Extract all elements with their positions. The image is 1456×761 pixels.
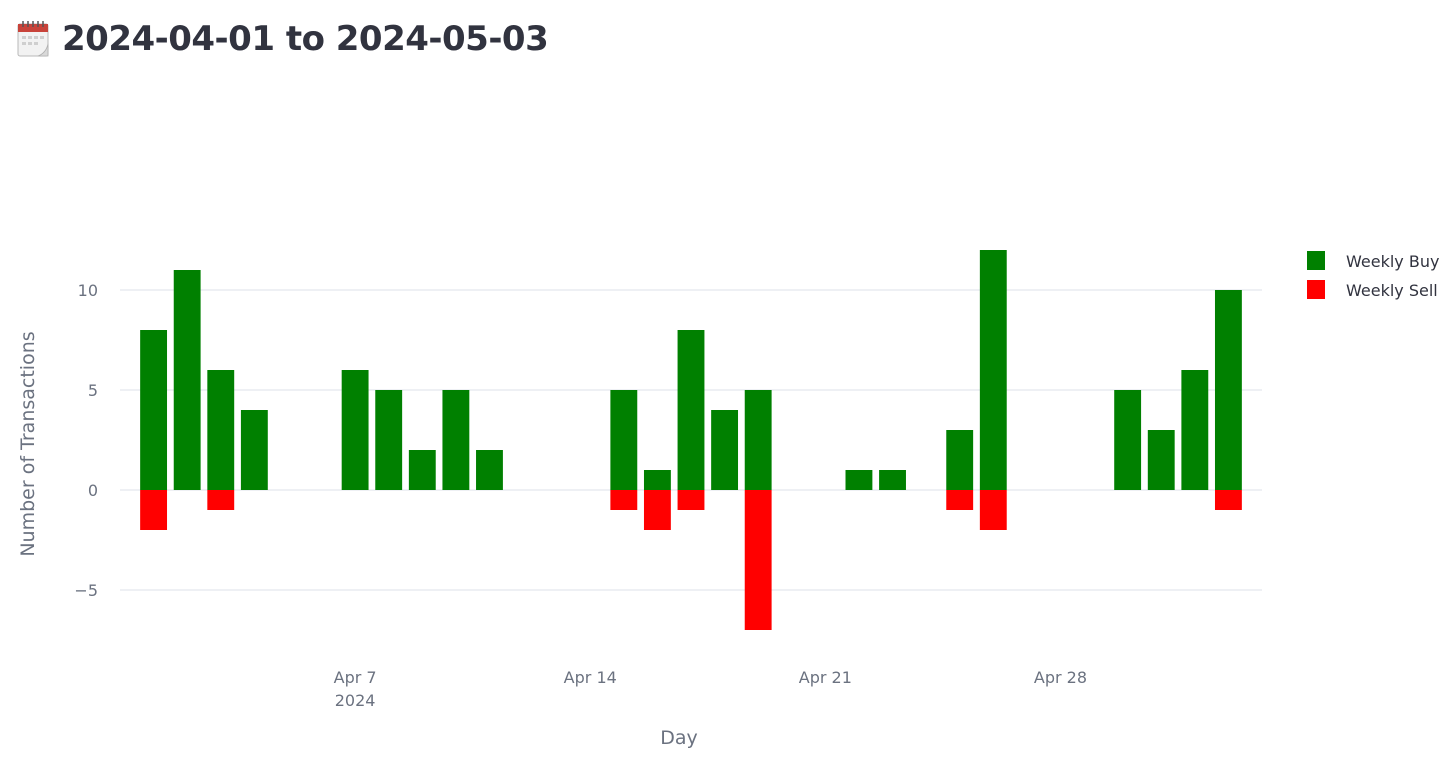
series-sell bbox=[140, 490, 1242, 630]
bar-sell-2024-04-19[interactable] bbox=[744, 490, 772, 630]
bar-sell-2024-05-03[interactable] bbox=[1214, 490, 1242, 510]
x-tick-label: Apr 7 bbox=[334, 668, 377, 687]
y-tick-label: −5 bbox=[74, 581, 98, 600]
bars bbox=[140, 250, 1242, 630]
bar-buy-2024-04-17[interactable] bbox=[677, 330, 705, 490]
bar-buy-2024-04-22[interactable] bbox=[845, 470, 873, 490]
bar-buy-2024-04-02[interactable] bbox=[173, 270, 201, 490]
bar-buy-2024-04-16[interactable] bbox=[643, 470, 671, 490]
bar-sell-2024-04-03[interactable] bbox=[207, 490, 235, 510]
x-axis-title: Day bbox=[660, 727, 698, 749]
bar-buy-2024-04-01[interactable] bbox=[140, 330, 168, 490]
x-tick-label: Apr 14 bbox=[564, 668, 617, 687]
page-header: 2024-04-01 to 2024-05-03 bbox=[16, 14, 549, 64]
y-tick-label: 10 bbox=[78, 281, 98, 300]
y-tick-label: 0 bbox=[88, 481, 98, 500]
bar-sell-2024-04-15[interactable] bbox=[610, 490, 638, 510]
x-tick-labels: Apr 7 2024 Apr 14 Apr 21 Apr 28 bbox=[334, 668, 1087, 710]
bar-buy-2024-04-30[interactable] bbox=[1114, 390, 1142, 490]
x-tick-label: Apr 21 bbox=[799, 668, 852, 687]
legend-swatch bbox=[1307, 251, 1325, 270]
legend-label: Weekly Buy bbox=[1346, 252, 1439, 271]
legend-item-weekly-buy[interactable]: Weekly Buy bbox=[1307, 251, 1439, 271]
bar-buy-2024-05-01[interactable] bbox=[1147, 430, 1175, 490]
bar-buy-2024-04-04[interactable] bbox=[240, 410, 268, 490]
y-axis-title: Number of Transactions bbox=[17, 331, 39, 556]
bar-buy-2024-04-11[interactable] bbox=[476, 450, 503, 490]
bar-buy-2024-04-07[interactable] bbox=[341, 370, 369, 490]
y-tick-labels: −5 0 5 10 bbox=[74, 281, 98, 600]
bar-buy-2024-05-03[interactable] bbox=[1214, 290, 1242, 490]
calendar-icon bbox=[16, 20, 52, 58]
series-buy bbox=[140, 250, 1242, 490]
legend[interactable]: Weekly Buy Weekly Sell bbox=[1307, 251, 1439, 300]
bar-sell-2024-04-01[interactable] bbox=[140, 490, 168, 530]
legend-swatch bbox=[1307, 280, 1325, 299]
bar-buy-2024-04-23[interactable] bbox=[879, 470, 906, 490]
legend-item-weekly-sell[interactable]: Weekly Sell bbox=[1307, 280, 1438, 300]
bar-buy-2024-04-08[interactable] bbox=[375, 390, 403, 490]
bar-sell-2024-04-16[interactable] bbox=[643, 490, 671, 530]
legend-label: Weekly Sell bbox=[1346, 281, 1438, 300]
y-tick-label: 5 bbox=[88, 381, 98, 400]
x-tick-year-label: 2024 bbox=[335, 691, 376, 710]
bar-buy-2024-04-15[interactable] bbox=[610, 390, 638, 490]
bar-sell-2024-04-17[interactable] bbox=[677, 490, 705, 510]
bar-buy-2024-04-25[interactable] bbox=[946, 430, 974, 490]
bar-sell-2024-04-25[interactable] bbox=[946, 490, 974, 510]
bar-buy-2024-04-09[interactable] bbox=[408, 450, 436, 490]
bar-buy-2024-05-02[interactable] bbox=[1181, 370, 1209, 490]
bar-buy-2024-04-19[interactable] bbox=[744, 390, 772, 490]
bar-buy-2024-04-10[interactable] bbox=[442, 390, 470, 490]
x-tick-label: Apr 28 bbox=[1034, 668, 1087, 687]
bar-buy-2024-04-18[interactable] bbox=[711, 410, 739, 490]
bar-sell-2024-04-26[interactable] bbox=[979, 490, 1007, 530]
bar-buy-2024-04-26[interactable] bbox=[979, 250, 1007, 490]
bar-buy-2024-04-03[interactable] bbox=[207, 370, 235, 490]
page-title: 2024-04-01 to 2024-05-03 bbox=[62, 19, 549, 59]
